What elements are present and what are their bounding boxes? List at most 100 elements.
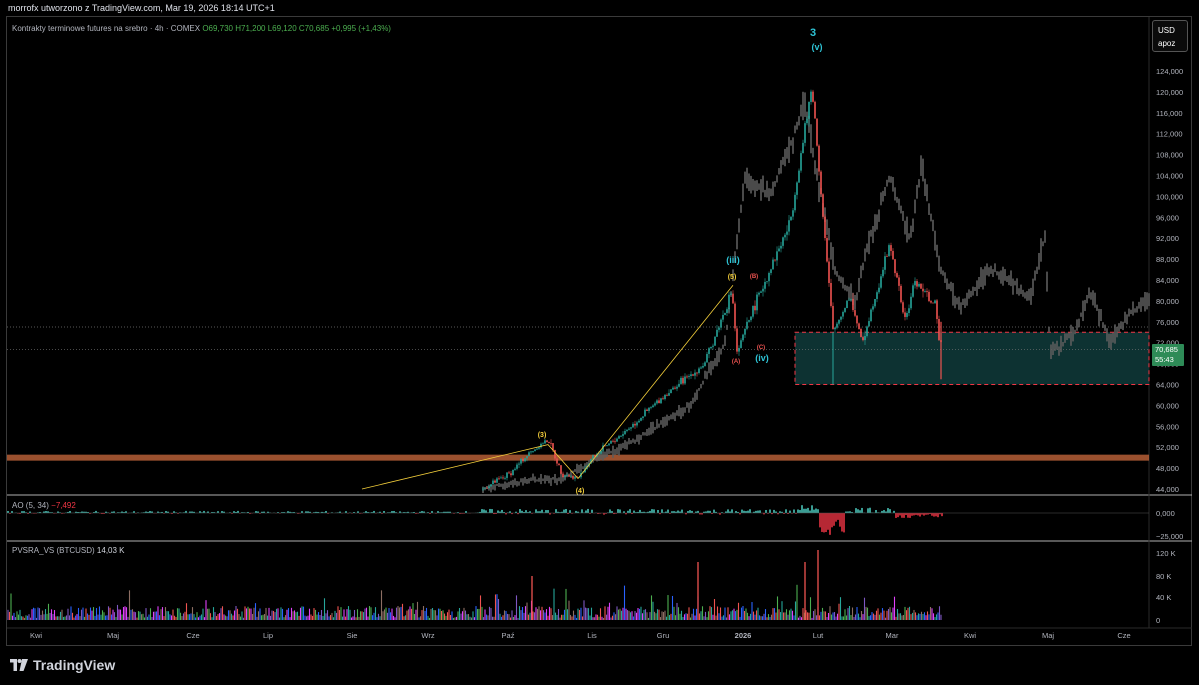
candle-body <box>708 348 710 354</box>
wave-label: (5) <box>728 274 737 281</box>
candle-body <box>744 328 746 335</box>
candle-body <box>900 285 902 303</box>
candle-body <box>546 440 548 442</box>
candle-body <box>540 443 542 448</box>
candle-body <box>910 296 912 309</box>
candle-body <box>518 463 520 465</box>
wave-label: (3) <box>538 432 547 439</box>
candle-body <box>908 308 910 314</box>
candle-body <box>668 393 670 396</box>
candle-body <box>620 435 622 437</box>
candle-body <box>766 281 768 283</box>
candle-body <box>916 281 918 287</box>
candle-body <box>762 288 764 292</box>
candle-body <box>502 477 504 479</box>
candle-body <box>878 287 880 293</box>
candle-body <box>618 436 620 439</box>
ao-title: AO (5, 34) <box>12 501 49 510</box>
candle-body <box>496 478 498 483</box>
wave-label: (v) <box>812 42 823 52</box>
y-tick-label: 112,000 <box>1156 130 1183 139</box>
candle-body <box>488 486 490 489</box>
price-series <box>482 89 942 492</box>
x-tick-label: Maj <box>107 631 119 640</box>
volume-tick-label: 120 K <box>1156 549 1176 558</box>
candle-body <box>512 469 514 476</box>
y-tick-label: 48,000 <box>1156 464 1179 473</box>
candle-body <box>750 316 752 321</box>
candle-body <box>838 319 840 324</box>
brand-footer[interactable]: TradingView <box>10 657 115 673</box>
candle-body <box>938 319 940 341</box>
candle-body <box>610 440 612 444</box>
candle-body <box>734 303 736 329</box>
candle-body <box>886 256 888 258</box>
y-tick-label: 104,000 <box>1156 172 1183 181</box>
candle-body <box>654 403 656 406</box>
y-tick-label: 88,000 <box>1156 255 1179 264</box>
candle-body <box>824 216 826 239</box>
volume-bars <box>7 550 942 620</box>
candle-body <box>876 292 878 299</box>
candle-body <box>680 377 682 384</box>
pvsra-legend: PVSRA_VS (BTCUSD) 14,03 K <box>12 546 125 555</box>
candle-body <box>574 476 576 479</box>
candle-body <box>928 291 930 302</box>
candle-body <box>522 458 524 462</box>
candle-body <box>640 417 642 421</box>
candle-body <box>568 475 570 477</box>
x-tick-label: Gru <box>657 631 670 640</box>
candle-body <box>890 245 892 251</box>
candle-body <box>500 477 502 479</box>
currency-button[interactable]: USD apoz <box>1152 20 1188 52</box>
candle-body <box>562 473 564 478</box>
scale-mode-label: apoz <box>1158 39 1176 48</box>
candle-body <box>934 300 936 304</box>
candle-body <box>514 468 516 470</box>
symbol-legend: Kontrakty terminowe futures na srebro · … <box>12 24 391 33</box>
candle-body <box>648 407 650 411</box>
candle-body <box>570 475 572 477</box>
x-axis: Kwi Maj Cze Lip Sie Wrz Paź Lis Gru 2026 Lut Mar Kwi… <box>30 631 1131 640</box>
candle-body <box>592 455 594 460</box>
candle-body <box>556 458 558 464</box>
candle-body <box>922 288 924 292</box>
legend-low: L69,120 <box>267 24 297 33</box>
candle-body <box>690 374 692 377</box>
x-tick-label: Maj <box>1042 631 1054 640</box>
wave-label: (C) <box>757 345 765 351</box>
candle-body <box>510 473 512 476</box>
y-tick-label: 64,000 <box>1156 381 1179 390</box>
candle-body <box>764 281 766 289</box>
candle-body <box>792 210 794 217</box>
candle-body <box>770 269 772 273</box>
brand-name: TradingView <box>33 657 116 673</box>
x-tick-label: 2026 <box>735 631 752 640</box>
candle-body <box>796 182 798 195</box>
candle-body <box>906 313 908 317</box>
tradingview-logo-icon <box>10 659 28 671</box>
candle-body <box>800 153 802 171</box>
candle-body <box>560 465 562 474</box>
wave-label: (A) <box>732 359 740 365</box>
candle-body <box>850 298 852 300</box>
candle-body <box>862 337 864 341</box>
y-tick-label: 56,000 <box>1156 422 1179 431</box>
last-price: 70,685 <box>1155 345 1178 354</box>
bar-countdown: 55:43 <box>1155 355 1174 364</box>
last-price-tag: 70,685 55:43 <box>1152 344 1184 366</box>
candle-body <box>710 346 712 349</box>
candle-body <box>644 409 646 417</box>
candle-body <box>904 312 906 317</box>
candle-body <box>866 326 868 336</box>
x-tick-label: Lis <box>587 631 597 640</box>
candle-body <box>740 340 742 348</box>
candle-body <box>634 423 636 426</box>
candle-body <box>860 328 862 338</box>
candle-body <box>880 276 882 288</box>
candle-body <box>594 455 596 457</box>
x-tick-label: Kwi <box>30 631 42 640</box>
candle-body <box>742 334 744 341</box>
candle-body <box>790 216 792 221</box>
